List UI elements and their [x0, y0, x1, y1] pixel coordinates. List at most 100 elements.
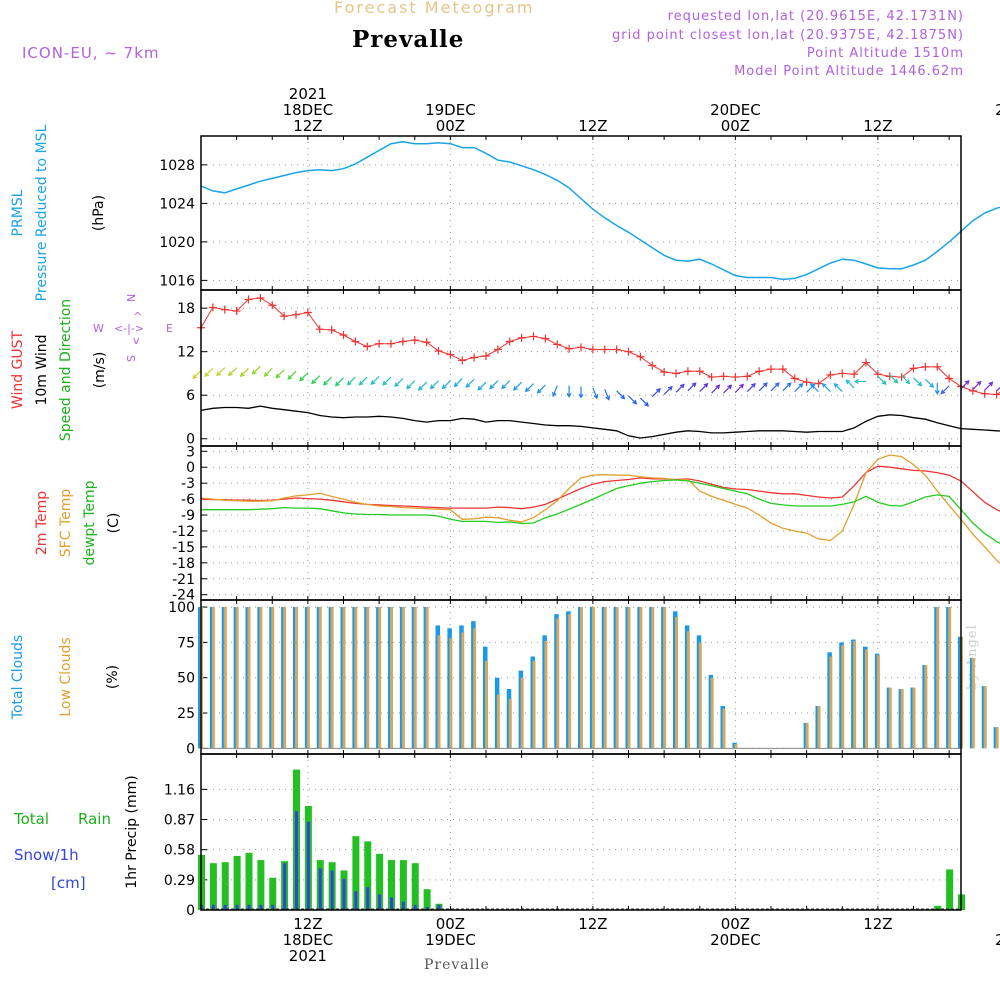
low-clouds-bar [722, 708, 726, 749]
low-clouds-bar [247, 607, 251, 749]
wind-gust-marker [410, 336, 419, 345]
rain-bar [352, 836, 360, 910]
low-clouds-bar [900, 689, 904, 749]
top-time-label: 00Z [436, 117, 465, 135]
chart-title: Prevalle [352, 26, 465, 53]
low-clouds-bar [663, 607, 667, 749]
wind-direction-arrow [699, 382, 709, 393]
low-clouds-bar [603, 607, 607, 749]
wind-direction-arrow [996, 386, 1000, 392]
wind-direction-arrow [940, 385, 950, 395]
wind-gust-marker [327, 325, 336, 334]
wind-direction-arrow [845, 379, 855, 389]
temperature-frame [200, 445, 962, 601]
point-altitude: Point Altitude 1510m [806, 46, 964, 61]
wind-gust-marker [268, 301, 277, 310]
wind-direction-arrow [382, 376, 392, 386]
wind-gust-marker [731, 373, 740, 382]
grid-point-coords: grid point closest lon,lat (20.9375E, 42… [612, 28, 964, 43]
compass-south: S [125, 355, 138, 362]
snow-bar [390, 897, 393, 911]
low-clouds-bar [473, 628, 477, 749]
wind-gust-marker [885, 372, 894, 381]
snow-label: Snow/1h [14, 846, 79, 864]
rain-bar [209, 863, 217, 910]
low-clouds-bar [817, 705, 821, 749]
low-clouds-bar [924, 664, 928, 749]
snow-bar [342, 878, 346, 910]
clouds-ytick-label: 75 [177, 635, 195, 651]
wind-gust-marker [398, 337, 407, 346]
wind-direction-arrow [734, 383, 745, 393]
rain-bar [221, 862, 229, 910]
wind-direction-arrow [758, 382, 768, 392]
wind-gust-line [200, 297, 1000, 396]
wind-gust-marker [434, 346, 443, 355]
wind-direction-arrow [821, 382, 831, 393]
low-clouds-bar [888, 687, 892, 749]
low-clouds-bar [556, 618, 560, 749]
wind-gust-marker [244, 295, 253, 304]
wind-10m-label: 10m Wind [34, 334, 50, 405]
wind-direction-arrow [770, 382, 780, 392]
temp-2m-label: 2m Temp [34, 491, 50, 555]
wind-gust-marker [826, 370, 835, 379]
wind-gust-marker [921, 362, 930, 371]
pressure-label-prmsl: PRMSL [10, 189, 26, 236]
wind-direction-arrow [501, 380, 511, 390]
low-clouds-bar [686, 631, 690, 749]
wind-gust-marker [767, 365, 775, 374]
wind-gust-marker [933, 362, 942, 371]
wind-direction-arrow [853, 378, 867, 384]
low-clouds-bar [449, 638, 453, 749]
compass-east: E [166, 322, 173, 335]
wind-direction-arrow [299, 372, 309, 382]
wind-direction-arrow [628, 395, 638, 405]
wind-gust-marker [208, 303, 217, 312]
low-clouds-bar [532, 660, 536, 749]
wind-direction-arrow [322, 376, 333, 386]
wind-direction-arrow [984, 381, 994, 391]
wind-gust-marker [363, 342, 372, 351]
wind-direction-arrow [711, 384, 721, 394]
rain-bar [245, 852, 253, 910]
temperature-ytick-label: 0 [186, 460, 195, 476]
wind-direction-arrow [346, 376, 356, 386]
top-time-label: 2021 [289, 85, 327, 103]
wind-gust-marker [220, 305, 229, 314]
pressure-ytick-label: 1028 [159, 158, 195, 174]
low-clouds-bar [366, 607, 370, 749]
low-clouds-bar [971, 657, 975, 749]
wind-gust-marker [505, 337, 514, 346]
wind-gust-marker [541, 334, 550, 343]
wind-frame [200, 289, 962, 447]
snow-bar [401, 901, 405, 910]
wind-direction-arrow [524, 383, 534, 393]
temperature-ytick-label: -24 [172, 588, 195, 604]
low-clouds-bar [354, 607, 358, 749]
wind-gust-marker [529, 332, 538, 341]
snow-bar [223, 904, 227, 910]
wind-gust-label: Wind GUST [10, 330, 26, 409]
snow-bar [295, 811, 298, 910]
snow-bar [283, 863, 287, 910]
wind-gust-marker [553, 340, 562, 349]
pressure-label-msl: Pressure Reduced to MSL [34, 124, 50, 301]
low-clouds-bar [912, 687, 916, 749]
compass-down-arrow: v [133, 334, 140, 347]
temperature-ytick-label: -12 [172, 524, 195, 540]
snow-bar [413, 904, 417, 910]
wind-gust-marker [470, 353, 479, 362]
low-clouds-bar [698, 642, 702, 749]
bottom-time-label: 12Z [578, 915, 607, 933]
wind-direction-arrow [216, 367, 226, 377]
model-point-altitude: Model Point Altitude 1446.62m [734, 64, 964, 79]
total-rain-label-rain: Rain [78, 810, 111, 828]
wind-gust-marker [303, 308, 312, 317]
wind-gust-marker [838, 369, 847, 378]
low-clouds-bar [496, 694, 500, 749]
wind-direction-arrow [604, 389, 610, 401]
wind-gust-marker [232, 307, 241, 316]
wind-ytick-label: 0 [186, 432, 195, 448]
rain-bar [423, 889, 431, 910]
